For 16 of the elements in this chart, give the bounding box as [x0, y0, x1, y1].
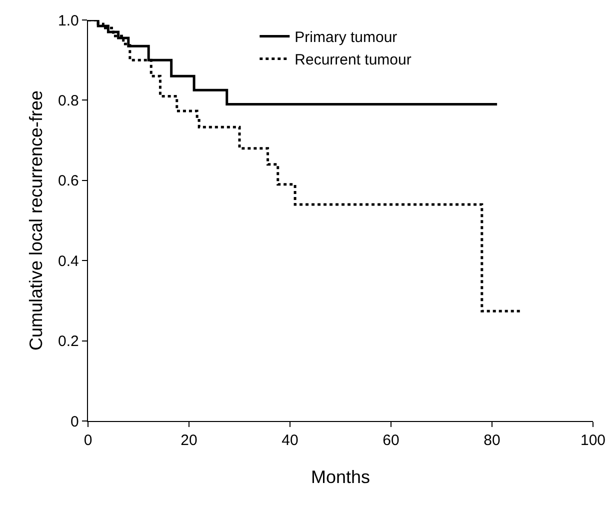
x-tick-label: 20	[180, 432, 198, 450]
x-tick-label: 80	[484, 432, 500, 450]
legend-label: Primary tumour	[294, 29, 398, 46]
x-tick-label: 60	[382, 432, 400, 450]
legend-label: Recurrent tumour	[294, 52, 412, 69]
x-tick-label: 100	[580, 432, 606, 450]
y-tick-label: 0.2	[58, 333, 79, 350]
y-tick-label: 1.0	[58, 12, 79, 30]
y-tick-label: 0	[70, 413, 79, 430]
y-tick-label: 0.4	[58, 252, 79, 270]
x-tick-label: 40	[282, 432, 298, 450]
y-tick-label: 0.6	[58, 172, 79, 190]
x-axis-title: Months	[310, 467, 370, 488]
y-axis-title: Cumulative local recurrence-free	[26, 90, 46, 351]
y-tick-label: 0.8	[58, 92, 79, 110]
x-tick-label: 0	[84, 432, 92, 450]
